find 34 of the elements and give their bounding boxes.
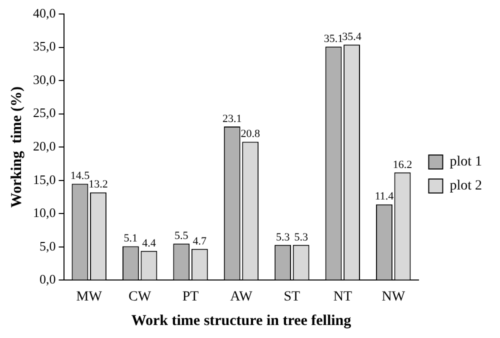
x-axis-title: Work time structure in tree felling (131, 312, 352, 329)
y-tick-label: 0,0 (40, 272, 56, 287)
y-tick-label: 35,0 (33, 38, 56, 54)
data-label: 5.5 (174, 230, 189, 242)
data-label: 5.3 (276, 231, 290, 244)
data-label: 20.8 (240, 128, 260, 140)
y-tick-label: 30,0 (33, 72, 56, 87)
data-label: 11.4 (374, 190, 394, 203)
data-label: 5.1 (124, 232, 138, 245)
x-tick-label: MW (76, 289, 103, 304)
data-label: 23.1 (222, 112, 242, 125)
data-label: 5.3 (294, 231, 308, 244)
data-label: 16.2 (392, 158, 412, 171)
y-axis-title: Working time (%) (8, 86, 25, 208)
y-tick-label: 15,0 (33, 172, 56, 187)
x-tick-label: NW (382, 289, 406, 304)
x-tick-label: ST (284, 289, 301, 304)
data-label: 4.7 (192, 235, 208, 248)
x-tick-label: NT (333, 289, 352, 304)
y-tick-label: 10,0 (33, 205, 56, 220)
y-tick-label: 25,0 (33, 105, 56, 120)
x-tick-label: AW (230, 289, 254, 304)
y-tick-label: 20,0 (33, 138, 56, 154)
legend-label: plot 1 (450, 154, 482, 170)
data-label: 35.1 (324, 33, 344, 45)
data-label: 4.4 (142, 237, 156, 250)
x-tick-label: PT (182, 289, 200, 304)
y-tick-label: 5,0 (40, 238, 56, 254)
y-tick-label: 40,0 (33, 5, 56, 20)
data-label: 13.2 (88, 178, 108, 191)
data-label: 35.4 (342, 31, 362, 44)
data-label: 14.5 (70, 170, 90, 182)
legend-label: plot 2 (450, 178, 482, 194)
x-tick-label: CW (128, 289, 152, 304)
